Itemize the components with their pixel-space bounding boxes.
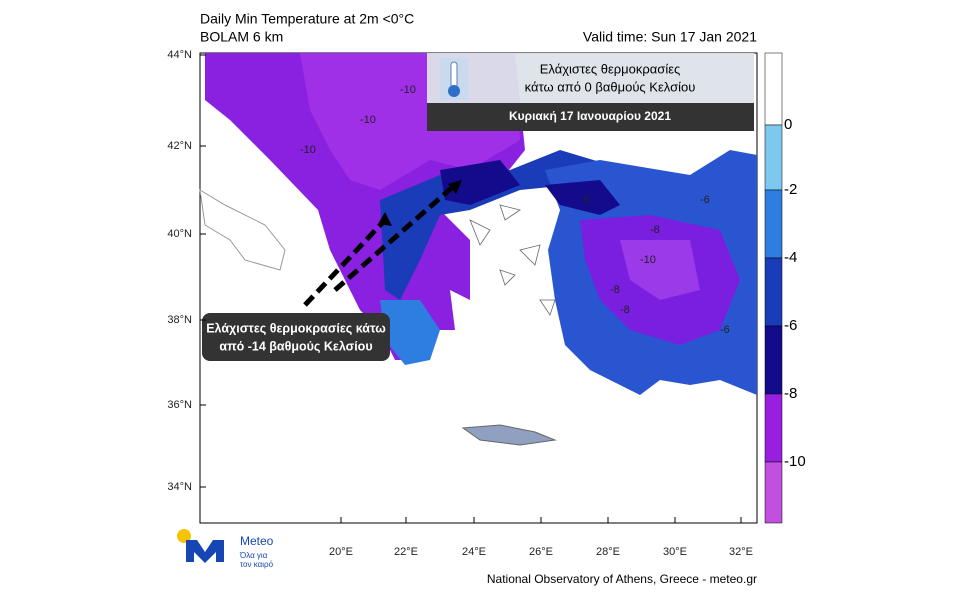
arrows xyxy=(303,183,457,307)
colorbar-label: -8 xyxy=(784,385,797,402)
callout-line: από -14 βαθμούς Κελσίου xyxy=(219,339,372,353)
colorbar-label: -10 xyxy=(784,453,806,470)
lat-label: 44°N xyxy=(167,49,192,61)
colorbar-label: 0 xyxy=(784,116,792,133)
contour-label: -6 xyxy=(580,194,590,206)
lon-label: 22°E xyxy=(394,546,418,558)
lon-label: 32°E xyxy=(729,546,753,558)
contour-label: -10 xyxy=(400,84,416,96)
valid-time: Valid time: Sun 17 Jan 2021 xyxy=(583,29,757,45)
info-date: Κυριακή 17 Ιανουαρίου 2021 xyxy=(509,109,671,123)
contour-label: -10 xyxy=(640,254,656,266)
lon-label: 30°E xyxy=(663,546,687,558)
colorbar-label: -4 xyxy=(784,249,797,266)
lon-label: 24°E xyxy=(462,546,486,558)
contour-label: -8 xyxy=(650,224,660,236)
lat-label: 42°N xyxy=(167,140,192,152)
info-line: Ελάχιστες θερμοκρασίες xyxy=(540,61,681,76)
callout-line: Ελάχιστες θερμοκρασίες κάτω xyxy=(206,321,386,335)
lat-label: 36°N xyxy=(167,399,192,411)
logo-tagline: Όλα για xyxy=(239,551,268,560)
logo-tagline: τον καιρό xyxy=(240,560,274,569)
info-box: Ελάχιστες θερμοκρασίες κάτω από 0 βαθμού… xyxy=(427,53,754,131)
colorbar-label: -6 xyxy=(784,317,797,334)
callout: Ελάχιστες θερμοκρασίες κάτω από -14 βαθμ… xyxy=(202,313,390,361)
logo-name: Meteo xyxy=(240,534,274,548)
map: -10 -10 -10 -8 -6 -6 -8 -10 -6 -8 xyxy=(199,52,758,524)
contour-label: -10 xyxy=(300,144,316,156)
lat-label: 40°N xyxy=(167,228,192,240)
lat-label: 38°N xyxy=(167,314,192,326)
footer: National Observatory of Athens, Greece -… xyxy=(487,572,757,586)
contour-label: -6 xyxy=(700,194,710,206)
contour-label: -10 xyxy=(360,114,376,126)
info-line: κάτω από 0 βαθμούς Κελσίου xyxy=(525,79,696,94)
lat-label: 34°N xyxy=(167,481,192,493)
contour-label: -8 xyxy=(610,284,620,296)
contour-label: -8 xyxy=(620,304,630,316)
contour-label: -6 xyxy=(720,324,730,336)
colorbar xyxy=(764,52,783,524)
lon-label: 26°E xyxy=(529,546,553,558)
lon-label: 28°E xyxy=(596,546,620,558)
title: Daily Min Temperature at 2m <0°C xyxy=(200,11,414,27)
model: BOLAM 6 km xyxy=(200,29,283,45)
logo: Meteo Όλα για τον καιρό xyxy=(177,529,274,569)
colorbar-label: -2 xyxy=(784,181,797,198)
lon-label: 20°E xyxy=(329,546,353,558)
